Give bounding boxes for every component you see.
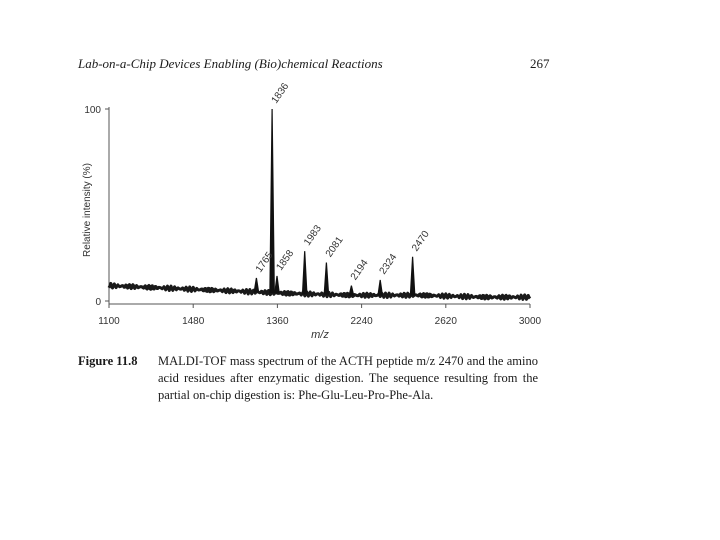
x-tick-label: 2620 [435, 316, 458, 327]
peak-label: 1836 [270, 81, 292, 106]
spectrum-peak [269, 108, 275, 294]
spectrum-peak [323, 262, 330, 296]
chart-ticks: 1100 1480 1360 2240 2620 3000 0 100 [84, 105, 541, 327]
y-tick-label: 0 [95, 297, 101, 308]
running-head-title: Lab-on-a-Chip Devices Enabling (Bio)chem… [78, 56, 383, 71]
y-tick-label: 100 [84, 105, 101, 116]
figure-label: Figure 11.8 [78, 354, 138, 368]
spectrum-peak [348, 285, 355, 296]
x-tick-label: 2240 [350, 316, 373, 327]
x-tick-label: 1480 [182, 316, 205, 327]
spectrum-trace-group [107, 108, 532, 301]
peak-label: 2470 [410, 229, 432, 254]
x-tick-label: 1100 [98, 316, 120, 327]
page-number: 267 [530, 56, 550, 71]
figure-caption-text: MALDI-TOF mass spectrum of the ACTH pept… [158, 354, 538, 402]
spectrum-peak [253, 277, 260, 293]
x-tick-label: 1360 [266, 316, 289, 327]
peak-label: 1983 [302, 223, 324, 248]
spectrum-peak [274, 275, 280, 294]
peak-label: 2194 [349, 257, 371, 282]
x-tick-label: 3000 [519, 316, 542, 327]
spectrum-peak [409, 256, 416, 296]
y-axis-label: Relative intensity (%) [82, 163, 93, 257]
spectrum-peak [377, 279, 384, 296]
figure-caption: Figure 11.8 MALDI-TOF mass spectrum of t… [78, 353, 538, 404]
peak-label: 2081 [324, 234, 346, 259]
chart-axes [108, 107, 530, 305]
peak-label: 1858 [274, 248, 296, 273]
peak-label: 2324 [378, 252, 400, 277]
spectrum-baseline-trace [107, 281, 532, 301]
x-axis-label: m/z [311, 329, 329, 341]
spectrum-peak [301, 251, 308, 295]
